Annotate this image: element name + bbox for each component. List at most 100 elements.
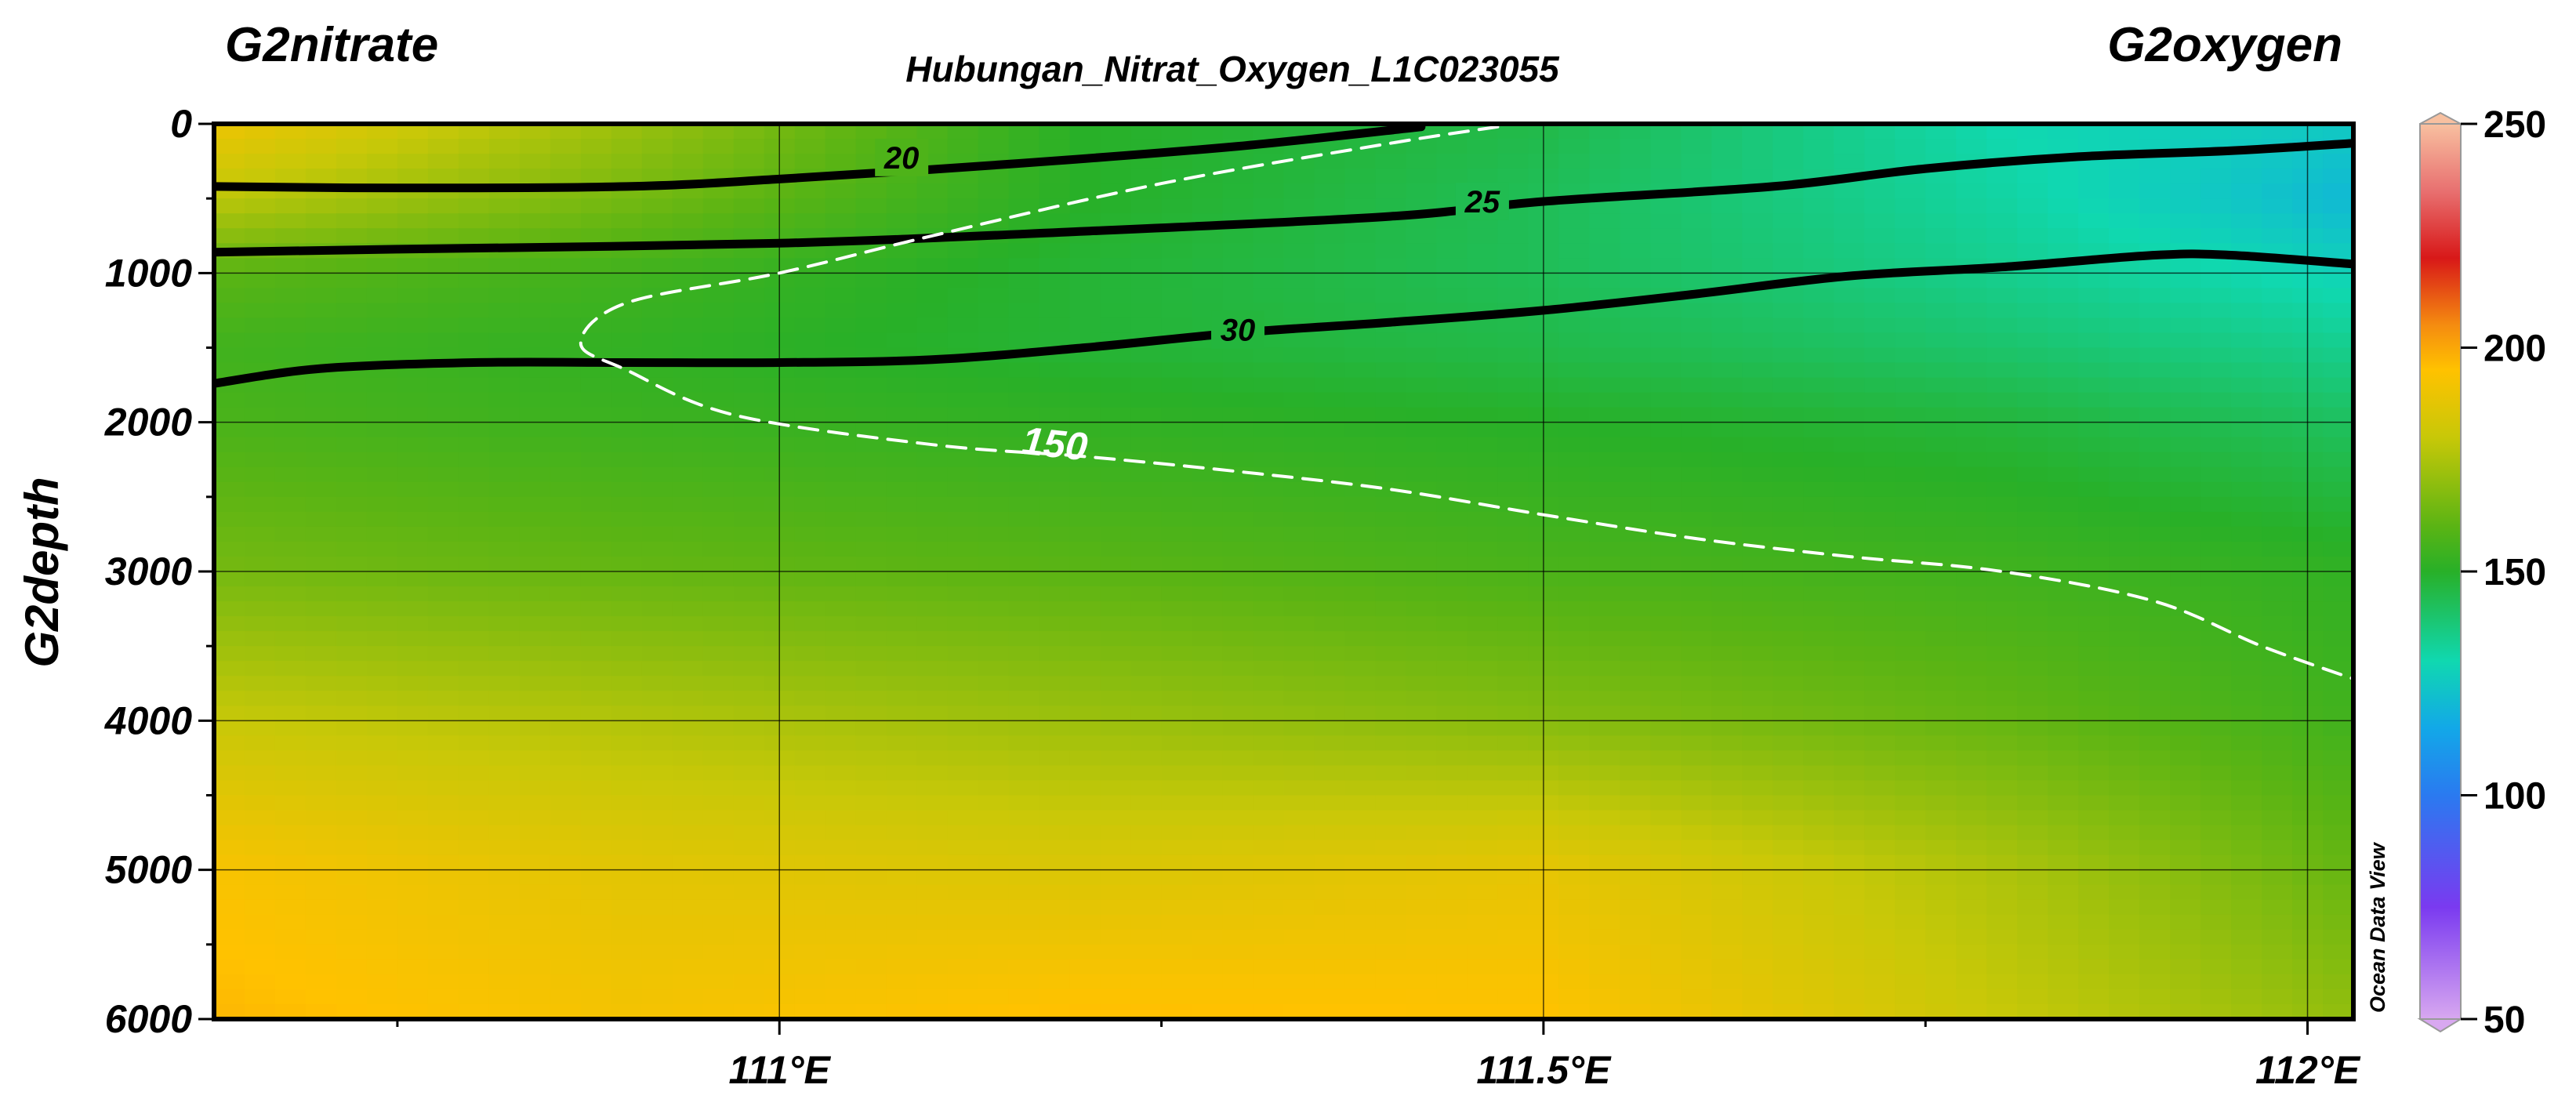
heatmap-cell — [1834, 362, 1866, 379]
heatmap-cell — [825, 959, 857, 975]
heatmap-cell — [1834, 780, 1866, 796]
heatmap-cell — [611, 944, 643, 960]
heatmap-cell — [1314, 407, 1346, 423]
heatmap-cell — [2078, 362, 2110, 379]
heatmap-cell — [580, 213, 612, 230]
heatmap-cell — [1375, 228, 1407, 245]
heatmap-cell — [519, 869, 551, 886]
x-tick-label: 111°E — [729, 1048, 832, 1092]
heatmap-cell — [672, 273, 704, 289]
heatmap-cell — [1742, 988, 1774, 1005]
heatmap-cell — [1039, 720, 1071, 737]
heatmap-cell — [1100, 854, 1132, 871]
heatmap-cell — [1834, 810, 1866, 826]
heatmap-cell — [214, 586, 245, 602]
heatmap-cell — [825, 317, 857, 334]
heatmap-cell — [1986, 765, 2018, 782]
heatmap-cell — [1314, 676, 1346, 692]
heatmap-cell — [1925, 377, 1957, 394]
heatmap-cell — [1130, 601, 1163, 617]
heatmap-cell — [1681, 407, 1713, 423]
heatmap-cell — [1742, 780, 1774, 796]
heatmap-cell — [1925, 362, 1957, 379]
heatmap-cell — [397, 646, 429, 662]
heatmap-cell — [1192, 631, 1224, 647]
heatmap-cell — [1681, 362, 1713, 379]
heatmap-cell — [794, 481, 826, 498]
heatmap-cell — [1834, 466, 1866, 483]
heatmap-cell — [1803, 526, 1835, 542]
heatmap-cell — [1100, 303, 1132, 319]
heatmap-cell — [1772, 810, 1805, 826]
heatmap-cell — [611, 481, 643, 498]
heatmap-cell — [1008, 825, 1040, 841]
heatmap-cell — [458, 825, 490, 841]
heatmap-cell — [366, 646, 398, 662]
heatmap-cell — [641, 750, 673, 767]
heatmap-cell — [1192, 437, 1224, 453]
heatmap-cell — [1681, 332, 1713, 349]
heatmap-cell — [214, 646, 245, 662]
heatmap-cell — [1192, 392, 1224, 408]
heatmap-cell — [2262, 571, 2293, 587]
heatmap-cell — [2017, 691, 2048, 707]
heatmap-cell — [978, 303, 1010, 319]
heatmap-cell — [1314, 228, 1346, 245]
heatmap-cell — [1956, 571, 1987, 587]
heatmap-cell — [978, 481, 1010, 498]
heatmap-cell — [2170, 691, 2201, 707]
heatmap-cell — [1008, 392, 1040, 408]
heatmap-cell — [1253, 347, 1285, 364]
heatmap-cell — [1161, 362, 1193, 379]
heatmap-cell — [1497, 526, 1529, 542]
heatmap-cell — [1130, 422, 1163, 438]
heatmap-cell — [1130, 288, 1163, 304]
heatmap-cell — [1283, 691, 1315, 707]
heatmap-cell — [1589, 631, 1621, 647]
heatmap-cell — [1589, 750, 1621, 767]
heatmap-cell — [1681, 571, 1713, 587]
heatmap-cell — [1986, 392, 2018, 408]
heatmap-cell — [1864, 407, 1896, 423]
heatmap-cell — [1344, 437, 1377, 453]
heatmap-cell — [916, 854, 949, 871]
heatmap-cell — [305, 332, 337, 349]
heatmap-cell — [1406, 601, 1438, 617]
heatmap-cell — [1375, 825, 1407, 841]
heatmap-cell — [1895, 213, 1926, 230]
heatmap-cell — [1253, 691, 1285, 707]
heatmap-cell — [1681, 899, 1713, 916]
heatmap-cell — [2170, 959, 2201, 975]
heatmap-cell — [1711, 407, 1743, 423]
heatmap-cell — [1436, 1003, 1468, 1019]
heatmap-cell — [1895, 691, 1926, 707]
heatmap-cell — [214, 959, 245, 975]
heatmap-cell — [978, 750, 1010, 767]
heatmap-cell — [366, 332, 398, 349]
heatmap-cell — [1130, 258, 1163, 274]
heatmap-cell — [1253, 288, 1285, 304]
heatmap-cell — [886, 317, 918, 334]
heatmap-cell — [611, 795, 643, 811]
heatmap-cell — [1130, 810, 1163, 826]
heatmap-cell — [2017, 631, 2048, 647]
heatmap-cell — [947, 317, 979, 334]
heatmap-cell — [519, 810, 551, 826]
heatmap-cell — [1222, 676, 1254, 692]
heatmap-cell — [2323, 169, 2353, 184]
heatmap-cell — [947, 511, 979, 528]
heatmap-cell — [397, 586, 429, 602]
heatmap-cell — [1742, 944, 1774, 960]
heatmap-cell — [1069, 616, 1101, 632]
heatmap-cell — [916, 541, 949, 557]
heatmap-cell — [794, 869, 826, 886]
heatmap-cell — [2048, 914, 2079, 930]
heatmap-cell — [1681, 795, 1713, 811]
heatmap-cell — [2048, 840, 2079, 856]
heatmap-cell — [550, 332, 582, 349]
heatmap-cell — [855, 466, 887, 483]
heatmap-cell — [886, 481, 918, 498]
heatmap-cell — [2078, 511, 2110, 528]
heatmap-cell — [274, 169, 307, 184]
heatmap-cell — [366, 706, 398, 722]
